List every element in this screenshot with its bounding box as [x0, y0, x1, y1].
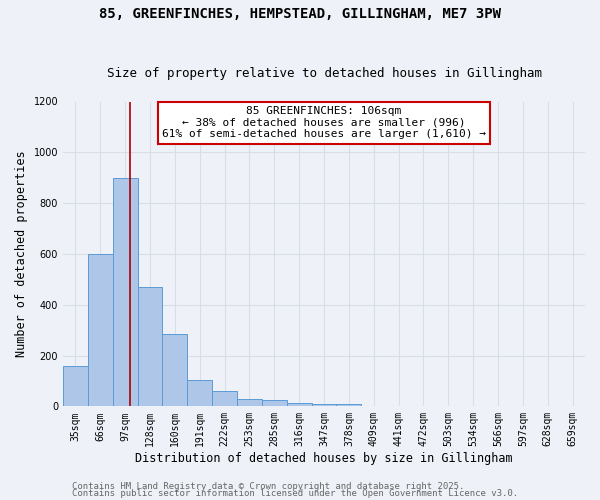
Bar [287, 402, 311, 406]
Bar [137, 287, 163, 406]
Text: Contains public sector information licensed under the Open Government Licence v3: Contains public sector information licen… [72, 489, 518, 498]
Bar [337, 404, 361, 406]
Bar [262, 400, 287, 406]
Title: Size of property relative to detached houses in Gillingham: Size of property relative to detached ho… [107, 66, 542, 80]
Bar [311, 404, 337, 406]
Text: 85, GREENFINCHES, HEMPSTEAD, GILLINGHAM, ME7 3PW: 85, GREENFINCHES, HEMPSTEAD, GILLINGHAM,… [99, 8, 501, 22]
X-axis label: Distribution of detached houses by size in Gillingham: Distribution of detached houses by size … [135, 452, 513, 465]
Bar [163, 334, 187, 406]
Bar [212, 390, 237, 406]
Bar [88, 254, 113, 406]
Bar [187, 380, 212, 406]
Y-axis label: Number of detached properties: Number of detached properties [15, 150, 28, 357]
Bar [237, 398, 262, 406]
Text: Contains HM Land Registry data © Crown copyright and database right 2025.: Contains HM Land Registry data © Crown c… [72, 482, 464, 491]
Bar [113, 178, 137, 406]
Text: 85 GREENFINCHES: 106sqm
← 38% of detached houses are smaller (996)
61% of semi-d: 85 GREENFINCHES: 106sqm ← 38% of detache… [162, 106, 486, 140]
Bar [63, 366, 88, 406]
